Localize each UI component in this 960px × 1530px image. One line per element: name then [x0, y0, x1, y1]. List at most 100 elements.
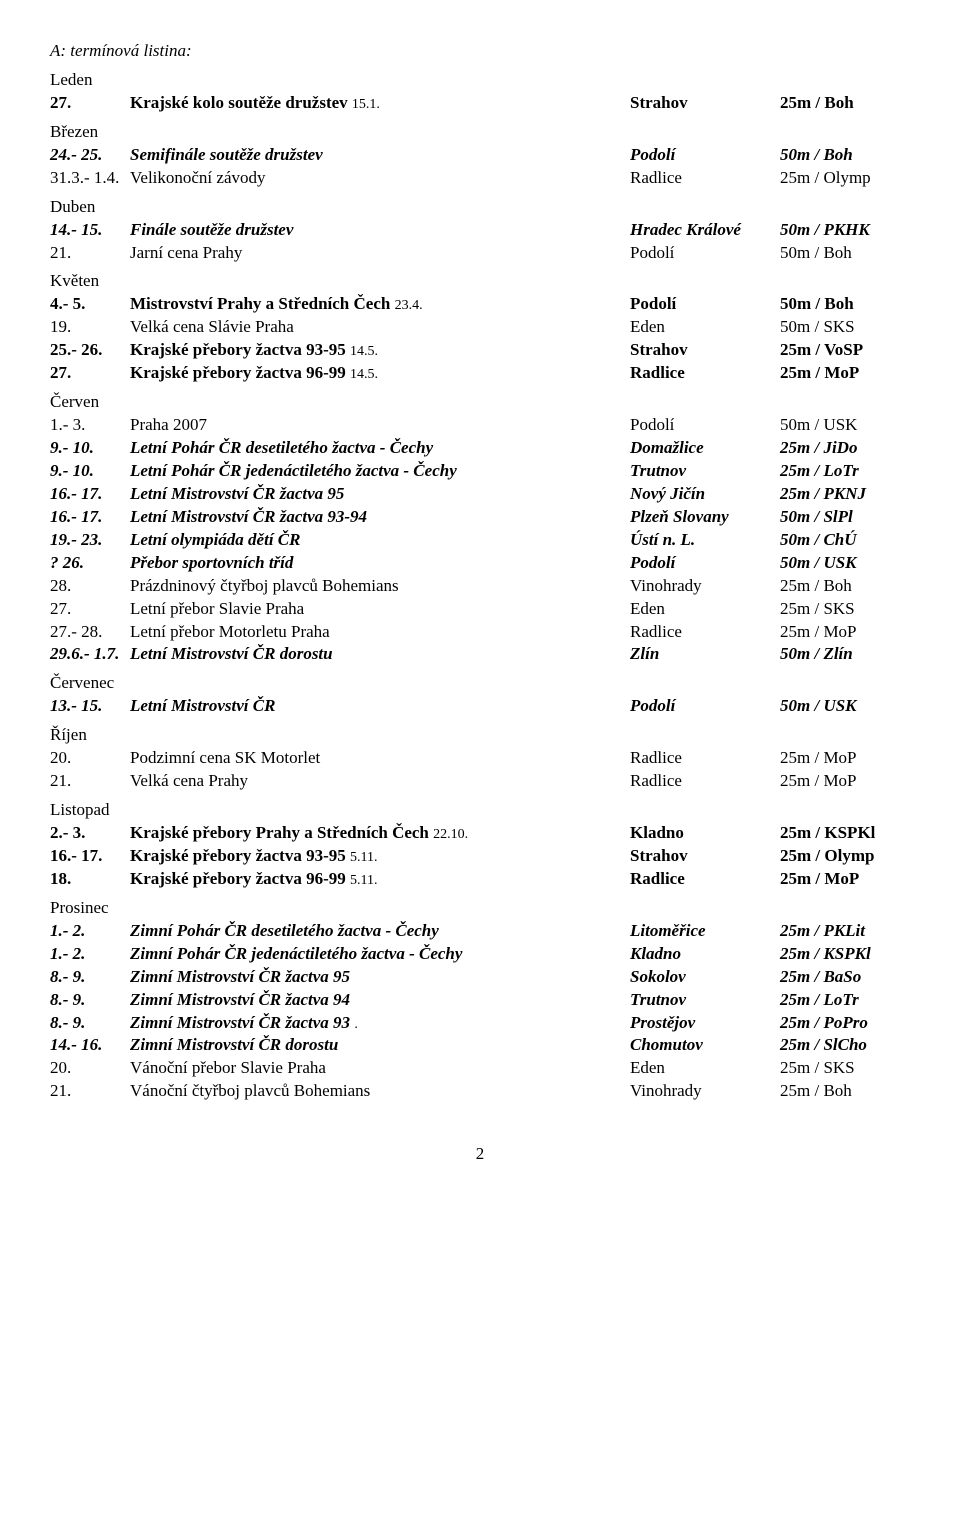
date-cell: 27.: [50, 598, 130, 621]
pool-cell: 25m / PKNJ: [780, 483, 910, 506]
subdate-cell: 23.4.: [395, 297, 435, 316]
month-leden: Leden: [50, 69, 910, 92]
location-cell: Eden: [630, 598, 780, 621]
pool-cell: 25m / VoSP: [780, 339, 910, 362]
schedule-row: 1.- 3.Praha 2007Podolí50m / USK: [50, 414, 910, 437]
schedule-row: 27.Letní přebor Slavie PrahaEden25m / SK…: [50, 598, 910, 621]
schedule-row: 8.- 9.Zimní Mistrovství ČR žactva 95Soko…: [50, 966, 910, 989]
location-cell: Podolí: [630, 293, 780, 316]
pool-cell: 25m / KSPKl: [780, 943, 910, 966]
event-cell: Krajské přebory žactva 93-95 14.5.: [130, 339, 630, 362]
location-cell: Trutnov: [630, 460, 780, 483]
date-cell: 16.- 17.: [50, 506, 130, 529]
event-cell: Zimní Mistrovství ČR žactva 95: [130, 966, 630, 989]
schedule-row: 4.- 5.Mistrovství Prahy a Středních Čech…: [50, 293, 910, 316]
location-cell: Podolí: [630, 695, 780, 718]
date-cell: 27.: [50, 92, 130, 115]
schedule-row: 21.Vánoční čtyřboj plavců BohemiansVinoh…: [50, 1080, 910, 1103]
date-cell: 27.- 28.: [50, 621, 130, 644]
pool-cell: 50m / SKS: [780, 316, 910, 339]
event-cell: Letní olympiáda dětí ČR: [130, 529, 630, 552]
date-cell: 13.- 15.: [50, 695, 130, 718]
location-cell: Chomutov: [630, 1034, 780, 1057]
date-cell: 31.3.- 1.4.: [50, 167, 130, 190]
date-cell: 18.: [50, 868, 130, 891]
location-cell: Kladno: [630, 943, 780, 966]
event-cell: Mistrovství Prahy a Středních Čech 23.4.: [130, 293, 630, 316]
month-rijen: Říjen: [50, 724, 910, 747]
schedule-row: 20.Podzimní cena SK MotorletRadlice25m /…: [50, 747, 910, 770]
date-cell: 29.6.- 1.7.: [50, 643, 130, 666]
event-cell: Letní Mistrovství ČR žactva 93-94: [130, 506, 630, 529]
location-cell: Eden: [630, 1057, 780, 1080]
pool-cell: 25m / Boh: [780, 1080, 910, 1103]
location-cell: Domažlice: [630, 437, 780, 460]
event-cell: Letní Mistrovství ČR: [130, 695, 630, 718]
subdate-cell: 5.11.: [350, 872, 390, 891]
schedule-row: ? 26.Přebor sportovních třídPodolí50m / …: [50, 552, 910, 575]
event-cell: Vánoční čtyřboj plavců Bohemians: [130, 1080, 630, 1103]
schedule-row: 1.- 2.Zimní Pohár ČR desetiletého žactva…: [50, 920, 910, 943]
date-cell: ? 26.: [50, 552, 130, 575]
event-cell: Velká cena Slávie Praha: [130, 316, 630, 339]
date-cell: 21.: [50, 1080, 130, 1103]
location-cell: Radlice: [630, 362, 780, 385]
schedule-row: 13.- 15.Letní Mistrovství ČRPodolí50m / …: [50, 695, 910, 718]
pool-cell: 50m / Boh: [780, 242, 910, 265]
schedule-row: 14.- 15.Finále soutěže družstevHradec Kr…: [50, 219, 910, 242]
pool-cell: 25m / Boh: [780, 575, 910, 598]
location-cell: Vinohrady: [630, 575, 780, 598]
event-cell: Krajské přebory žactva 93-95 5.11.: [130, 845, 630, 868]
date-cell: 19.: [50, 316, 130, 339]
date-cell: 20.: [50, 1057, 130, 1080]
date-cell: 14.- 15.: [50, 219, 130, 242]
location-cell: Prostějov: [630, 1012, 780, 1035]
schedule-row: 16.- 17.Letní Mistrovství ČR žactva 93-9…: [50, 506, 910, 529]
date-cell: 8.- 9.: [50, 989, 130, 1012]
pool-cell: 25m / Olymp: [780, 845, 910, 868]
pool-cell: 25m / SKS: [780, 1057, 910, 1080]
date-cell: 24.- 25.: [50, 144, 130, 167]
pool-cell: 25m / LoTr: [780, 989, 910, 1012]
pool-cell: 25m / LoTr: [780, 460, 910, 483]
event-cell: Zimní Mistrovství ČR žactva 93 .: [130, 1012, 630, 1035]
schedule-row: 25.- 26.Krajské přebory žactva 93-95 14.…: [50, 339, 910, 362]
location-cell: Vinohrady: [630, 1080, 780, 1103]
event-cell: Velikonoční závody: [130, 167, 630, 190]
pool-cell: 50m / USK: [780, 414, 910, 437]
event-cell: Krajské kolo soutěže družstev 15.1.: [130, 92, 630, 115]
event-cell: Zimní Pohár ČR jedenáctiletého žactva - …: [130, 943, 630, 966]
schedule-row: 18.Krajské přebory žactva 96-99 5.11.Rad…: [50, 868, 910, 891]
date-cell: 19.- 23.: [50, 529, 130, 552]
month-cervenec: Červenec: [50, 672, 910, 695]
schedule-row: 16.- 17.Krajské přebory žactva 93-95 5.1…: [50, 845, 910, 868]
date-cell: 9.- 10.: [50, 437, 130, 460]
event-cell: Letní Pohár ČR desetiletého žactva - Čec…: [130, 437, 630, 460]
event-cell: Krajské přebory žactva 96-99 5.11.: [130, 868, 630, 891]
schedule-row: 28.Prázdninový čtyřboj plavců BohemiansV…: [50, 575, 910, 598]
location-cell: Hradec Králové: [630, 219, 780, 242]
location-cell: Radlice: [630, 621, 780, 644]
schedule-row: 1.- 2.Zimní Pohár ČR jedenáctiletého žac…: [50, 943, 910, 966]
pool-cell: 25m / PoPro: [780, 1012, 910, 1035]
date-cell: 9.- 10.: [50, 460, 130, 483]
schedule-row: 31.3.- 1.4.Velikonoční závodyRadlice25m …: [50, 167, 910, 190]
location-cell: Radlice: [630, 747, 780, 770]
date-cell: 28.: [50, 575, 130, 598]
event-cell: Letní Pohár ČR jedenáctiletého žactva - …: [130, 460, 630, 483]
pool-cell: 50m / Boh: [780, 293, 910, 316]
pool-cell: 25m / KSPKl: [780, 822, 910, 845]
pool-cell: 25m / BaSo: [780, 966, 910, 989]
pool-cell: 50m / Boh: [780, 144, 910, 167]
location-cell: Nový Jičín: [630, 483, 780, 506]
schedule-row: 20.Vánoční přebor Slavie PrahaEden25m / …: [50, 1057, 910, 1080]
month-brezen: Březen: [50, 121, 910, 144]
schedule-row: 27.Krajské přebory žactva 96-99 14.5.Rad…: [50, 362, 910, 385]
location-cell: Radlice: [630, 868, 780, 891]
location-cell: Podolí: [630, 242, 780, 265]
event-cell: Krajské přebory žactva 96-99 14.5.: [130, 362, 630, 385]
subdate-cell: 14.5.: [350, 343, 390, 362]
schedule-row: 9.- 10.Letní Pohár ČR desetiletého žactv…: [50, 437, 910, 460]
schedule-row: 29.6.- 1.7.Letní Mistrovství ČR dorostuZ…: [50, 643, 910, 666]
location-cell: Ústí n. L.: [630, 529, 780, 552]
